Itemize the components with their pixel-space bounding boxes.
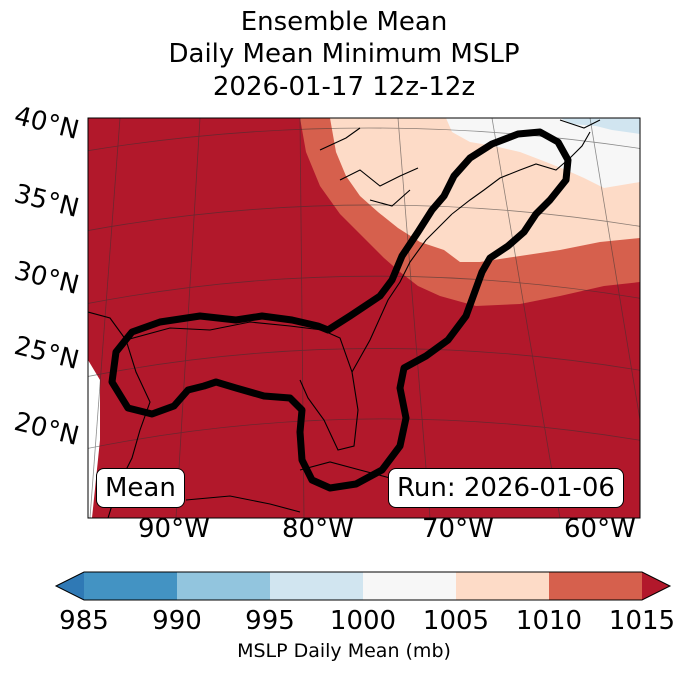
colorbar-tick-990: 990 [152,606,202,636]
mean-storm-track-contour [108,128,572,492]
colorbar-extend-low [56,572,84,600]
title-line-1: Ensemble Mean [240,7,448,37]
mean-legend-box: Mean [96,468,185,508]
pressure-field-1000-1005 [446,118,640,188]
colorbar-segment-985-990 [84,572,177,600]
colorbar-tick-1010: 1010 [515,606,583,636]
lon-label-80w: 80°W [282,514,354,544]
colorbar-tick-985: 985 [59,606,109,636]
coast-newfoundland [559,119,601,129]
colorbar-label: MSLP Daily Mean (mb) [237,640,451,662]
coast-yucatan [185,495,301,513]
coast-us-east [351,213,453,373]
colorbar-extend-high [642,572,670,600]
colorbar-segment-1000-1005 [363,572,456,600]
lon-label-60w: 60°W [564,514,636,544]
coast-us-gulf-florida [125,321,359,451]
lat-label-30: 30°N [11,256,82,301]
run-date-box: Run: 2026-01-06 [388,468,624,508]
title-line-3: 2026-01-17 12z-12z [212,72,476,102]
lon-label-90w: 90°W [138,514,210,544]
coast-new-england-canada [451,131,591,215]
title-line-2: Daily Mean Minimum MSLP [168,39,520,69]
colorbar-segment-1005-1010 [456,572,549,600]
lat-label-35: 35°N [11,179,82,224]
colorbar-segment-995-1000 [270,572,363,600]
out-of-domain-area [88,360,100,518]
great-lakes [319,127,419,207]
lat-label-40: 40°N [11,101,82,146]
colorbar-tick-1015: 1015 [608,606,676,636]
colorbar-segment-990-995 [177,572,270,600]
colorbar-tick-995: 995 [245,606,295,636]
lat-label-25: 25°N [11,331,82,376]
colorbar-tick-1000: 1000 [329,606,397,636]
colorbar [54,571,672,601]
pressure-field-995-1000 [560,118,640,134]
colorbar-tick-1005: 1005 [422,606,490,636]
map-frame [87,117,641,519]
colorbar-segment-1010-1015 [549,572,642,600]
colorbar-outline [54,571,672,601]
lat-label-20: 20°N [11,407,82,452]
map-area [88,118,640,518]
graticule [88,118,640,518]
lon-label-70w: 70°W [422,514,494,544]
